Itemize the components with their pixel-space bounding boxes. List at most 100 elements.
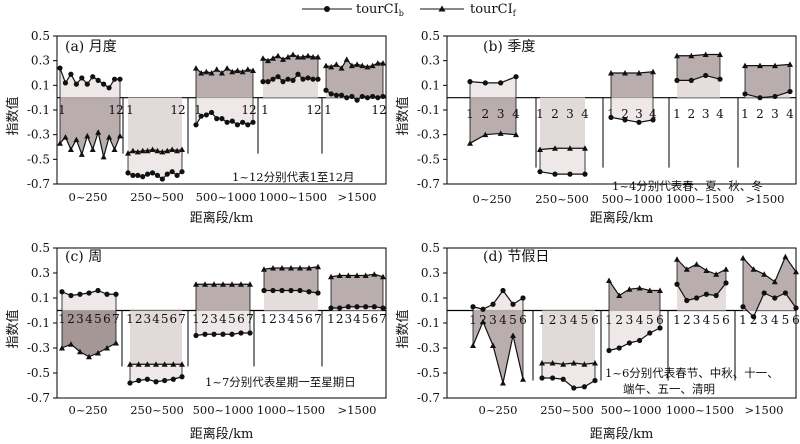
index-label: 12 [108,103,123,117]
index-label: 1 [327,312,335,326]
series-line-tourcif [608,280,660,297]
point-tourcib [86,290,92,296]
point-tourcib [57,65,63,71]
point-tourcif [149,146,156,152]
point-tourcib [270,76,276,82]
point-tourcif [208,70,215,76]
point-tourcif [328,273,334,280]
index-label: 3 [635,107,643,121]
point-tourcif [244,66,251,72]
point-tourcib [757,95,763,101]
panel-title: (d) 节假日 [483,249,549,265]
point-tourcib [229,118,235,124]
index-label: 3 [210,312,218,326]
x-axis-title: 距离段/km [590,426,654,442]
point-tourcif [702,51,709,57]
point-tourcib [136,377,142,384]
point-tourcib [567,171,573,177]
point-tourcif [170,361,177,367]
point-tourcif [111,146,118,152]
band-fill-b [196,97,253,125]
point-tourcib [571,385,577,391]
point-tourcif [723,266,729,272]
point-tourcib [626,340,633,346]
point-tourcif [693,261,700,267]
point-tourcif [275,52,281,59]
band-fill-f [331,274,383,311]
point-tourcib [380,93,386,100]
point-tourcib [297,287,303,294]
point-tourcif [354,272,360,278]
index-label: 3 [489,313,497,327]
point-tourcif [362,272,369,278]
point-tourcib [162,377,168,384]
point-tourcif [717,51,723,57]
point-tourcib [380,305,386,311]
index-label: 4 [581,107,589,121]
category-label: 1000~1500 [257,403,325,417]
index-label: 2 [549,313,557,327]
point-tourcib [106,85,112,91]
category-label: 500~1000 [601,403,662,417]
y-tick-label: -0.5 [27,152,50,166]
index-label: 6 [170,312,178,326]
point-tourcif [345,272,352,278]
point-tourcib [694,295,700,301]
index-label: 12 [241,103,256,117]
point-tourcif [86,353,92,360]
point-tourcib [363,304,369,310]
point-tourcib [154,172,161,178]
point-tourcib [592,377,598,384]
index-label: 1 [741,107,749,121]
index-label: 1 [126,312,134,326]
point-tourcif [713,271,720,277]
point-tourcib [224,119,230,125]
point-tourcib [520,295,526,301]
point-tourcif [288,265,294,271]
point-tourcib [211,331,217,337]
index-label: 5 [362,312,370,326]
group-4: 1 12 [323,56,387,117]
index-label: 1 [607,107,615,121]
band-fill-f [473,310,523,383]
index-label: 1 [739,313,747,327]
point-tourcif [467,140,473,146]
point-tourcif [364,63,371,70]
point-tourcib [270,287,276,294]
index-label: 2 [269,312,277,326]
band-fill-b [609,310,660,351]
point-tourcif [306,265,312,271]
index-label: 1 [536,107,544,121]
point-tourcif [295,53,301,60]
point-tourcib [344,95,350,101]
band-fill-f [196,284,250,311]
point-tourcif [229,281,235,287]
point-tourcif [608,70,614,76]
point-tourcif [153,361,159,367]
y-tick-label: -0.5 [27,366,50,380]
panel-note: 端午、五一、清明 [623,382,715,396]
point-tourcif [570,360,577,366]
index-label: 2 [621,107,629,121]
index-label: 4 [499,313,507,327]
index-label: 1 [673,107,681,121]
point-tourcib [772,295,778,301]
index-label: 2 [482,107,490,121]
point-tourcif [59,345,65,351]
point-tourcif [338,65,345,71]
point-tourcib [688,77,694,83]
point-tourcif [581,361,588,367]
y-tick-label: 0.3 [421,266,440,280]
point-tourcif [520,376,526,382]
y-tick-label: -0.3 [27,341,50,355]
point-tourcib [140,174,146,180]
point-tourcif [117,132,123,139]
point-tourcif [793,268,799,275]
category-label: >1500 [745,403,784,417]
category-label: 500~1000 [196,190,257,204]
index-label: 2 [756,107,764,121]
index-label: 7 [314,312,322,326]
